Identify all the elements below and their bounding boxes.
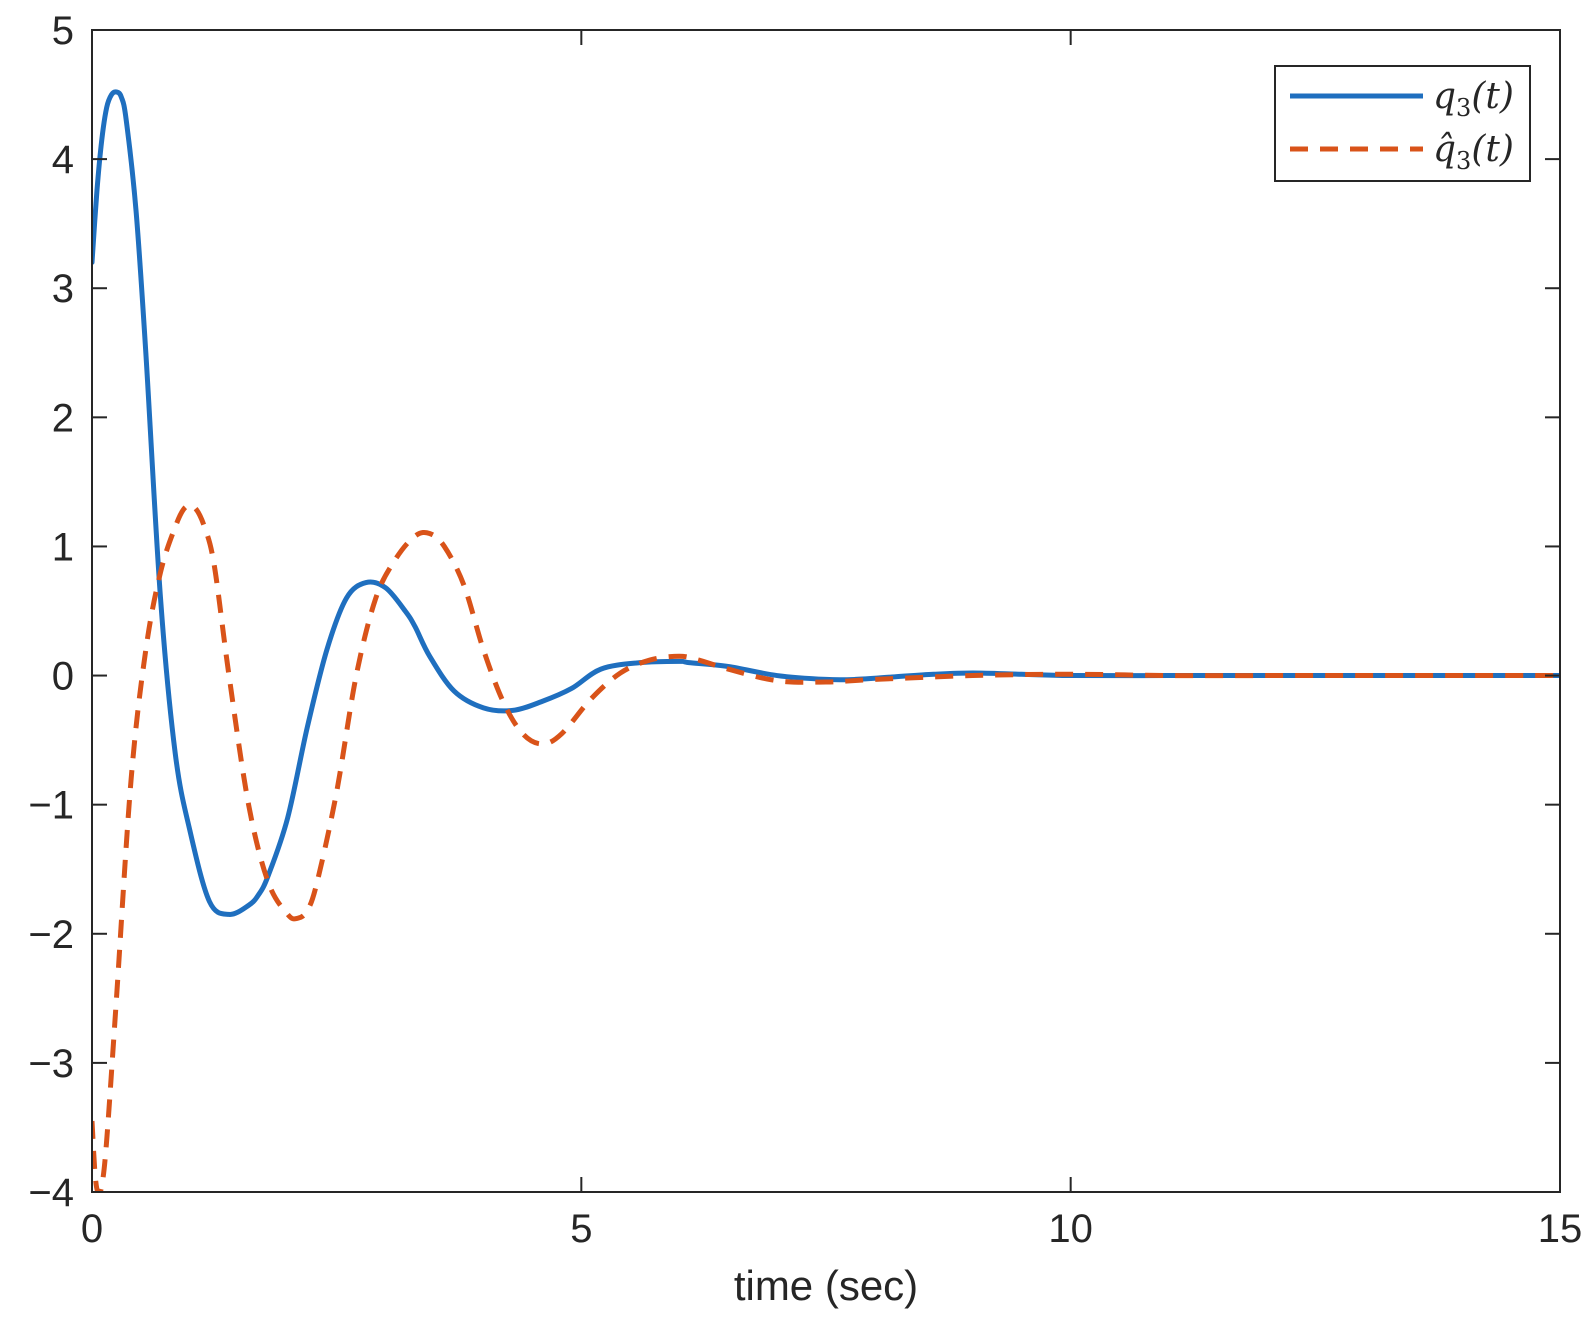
x-tick-label: 5 bbox=[570, 1207, 592, 1251]
y-tick-label: −3 bbox=[28, 1042, 74, 1086]
legend-label-main: q bbox=[1433, 76, 1456, 117]
legend-label-tail: (t) bbox=[1471, 76, 1514, 117]
series-layer bbox=[92, 89, 1560, 1192]
legend-label-subscript: 3 bbox=[1456, 94, 1471, 122]
legend-label-2: q̂3(t) bbox=[1433, 129, 1514, 175]
x-axis-title: time (sec) bbox=[734, 1262, 918, 1309]
legend-label-1: q3(t) bbox=[1433, 76, 1514, 122]
y-tick-label: 0 bbox=[52, 655, 74, 699]
y-tick-label: 2 bbox=[52, 396, 74, 440]
y-tick-label: −1 bbox=[28, 784, 74, 828]
legend: q3(t)q̂3(t) bbox=[1274, 65, 1531, 182]
y-tick-labels: −4 −3 −2 −1 0 1 2 3 4 5 bbox=[28, 9, 74, 1215]
y-tick-label: 4 bbox=[52, 138, 74, 182]
legend-box bbox=[1274, 65, 1531, 182]
series-line-1 bbox=[92, 89, 1560, 917]
series-line-2 bbox=[92, 502, 1560, 1192]
y-tick-label: 1 bbox=[52, 525, 74, 569]
y-tick-label: −4 bbox=[28, 1171, 74, 1215]
legend-label-tail: (t) bbox=[1471, 129, 1514, 170]
x-tick-label: 0 bbox=[81, 1207, 103, 1251]
y-tick-label: −2 bbox=[28, 913, 74, 957]
axes-frame bbox=[91, 29, 1561, 1193]
plot-background bbox=[92, 30, 1560, 1192]
y-tick-label: 5 bbox=[52, 9, 74, 53]
legend-label-subscript: 3 bbox=[1456, 147, 1471, 175]
plot-area bbox=[92, 30, 1560, 1192]
x-tick-label: 15 bbox=[1538, 1207, 1583, 1251]
y-tick-label: 3 bbox=[52, 267, 74, 311]
axes-box bbox=[91, 29, 1561, 1193]
x-tick-label: 10 bbox=[1048, 1207, 1093, 1251]
legend-label-main: q̂ bbox=[1433, 129, 1456, 170]
x-tick-labels: 0 5 10 15 bbox=[81, 1207, 1582, 1251]
